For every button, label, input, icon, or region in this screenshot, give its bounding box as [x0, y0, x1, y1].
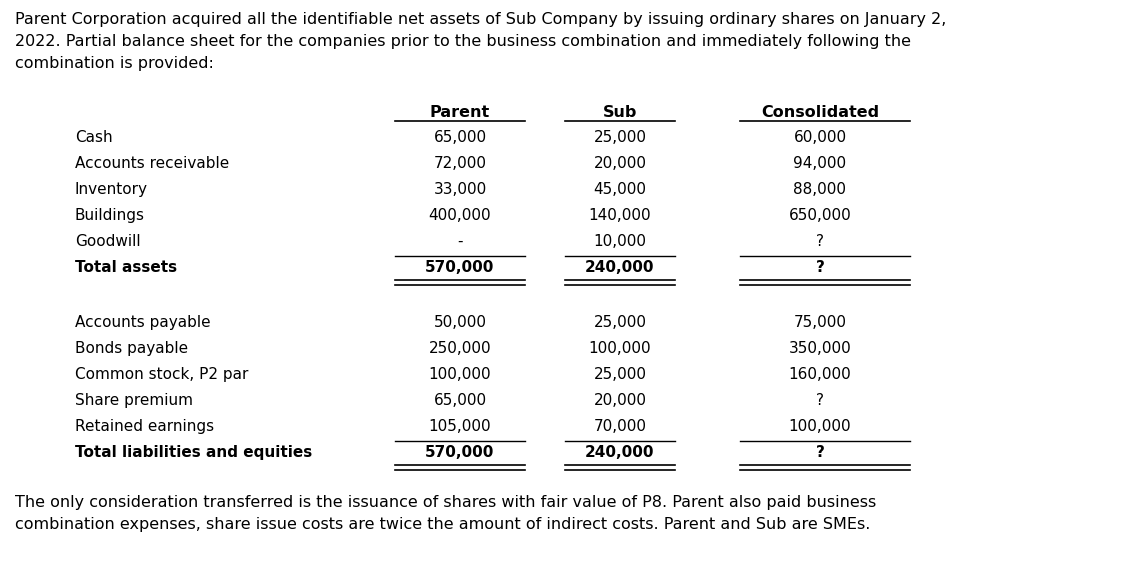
Text: Parent Corporation acquired all the identifiable net assets of Sub Company by is: Parent Corporation acquired all the iden… [15, 12, 947, 27]
Text: 75,000: 75,000 [793, 315, 846, 330]
Text: -: - [458, 234, 463, 249]
Text: Total liabilities and equities: Total liabilities and equities [75, 445, 312, 460]
Text: 400,000: 400,000 [428, 208, 492, 223]
Text: Goodwill: Goodwill [75, 234, 140, 249]
Text: 570,000: 570,000 [425, 260, 495, 275]
Text: Accounts receivable: Accounts receivable [75, 156, 229, 171]
Text: 100,000: 100,000 [789, 419, 851, 434]
Text: ?: ? [816, 445, 825, 460]
Text: 100,000: 100,000 [428, 367, 492, 382]
Text: 20,000: 20,000 [593, 393, 646, 408]
Text: 25,000: 25,000 [593, 315, 646, 330]
Text: Sub: Sub [602, 105, 637, 120]
Text: 50,000: 50,000 [434, 315, 487, 330]
Text: 20,000: 20,000 [593, 156, 646, 171]
Text: The only consideration transferred is the issuance of shares with fair value of : The only consideration transferred is th… [15, 495, 876, 510]
Text: 45,000: 45,000 [593, 182, 646, 197]
Text: 160,000: 160,000 [789, 367, 851, 382]
Text: Bonds payable: Bonds payable [75, 341, 188, 356]
Text: 100,000: 100,000 [589, 341, 651, 356]
Text: 240,000: 240,000 [585, 445, 654, 460]
Text: 65,000: 65,000 [434, 130, 487, 145]
Text: 650,000: 650,000 [789, 208, 851, 223]
Text: 88,000: 88,000 [793, 182, 846, 197]
Text: 60,000: 60,000 [793, 130, 846, 145]
Text: Total assets: Total assets [75, 260, 177, 275]
Text: ?: ? [816, 234, 824, 249]
Text: combination expenses, share issue costs are twice the amount of indirect costs. : combination expenses, share issue costs … [15, 517, 870, 532]
Text: 105,000: 105,000 [428, 419, 492, 434]
Text: 65,000: 65,000 [434, 393, 487, 408]
Text: 240,000: 240,000 [585, 260, 654, 275]
Text: 140,000: 140,000 [589, 208, 651, 223]
Text: 570,000: 570,000 [425, 445, 495, 460]
Text: ?: ? [816, 393, 824, 408]
Text: 350,000: 350,000 [789, 341, 851, 356]
Text: Buildings: Buildings [75, 208, 145, 223]
Text: 94,000: 94,000 [793, 156, 846, 171]
Text: Parent: Parent [429, 105, 490, 120]
Text: Cash: Cash [75, 130, 113, 145]
Text: Share premium: Share premium [75, 393, 193, 408]
Text: Consolidated: Consolidated [760, 105, 879, 120]
Text: 2022. Partial balance sheet for the companies prior to the business combination : 2022. Partial balance sheet for the comp… [15, 34, 911, 49]
Text: 33,000: 33,000 [434, 182, 487, 197]
Text: Inventory: Inventory [75, 182, 148, 197]
Text: Retained earnings: Retained earnings [75, 419, 214, 434]
Text: 10,000: 10,000 [593, 234, 646, 249]
Text: Common stock, P2 par: Common stock, P2 par [75, 367, 249, 382]
Text: combination is provided:: combination is provided: [15, 56, 214, 71]
Text: 250,000: 250,000 [428, 341, 492, 356]
Text: Accounts payable: Accounts payable [75, 315, 210, 330]
Text: 25,000: 25,000 [593, 130, 646, 145]
Text: 72,000: 72,000 [434, 156, 487, 171]
Text: 25,000: 25,000 [593, 367, 646, 382]
Text: ?: ? [816, 260, 825, 275]
Text: 70,000: 70,000 [593, 419, 646, 434]
